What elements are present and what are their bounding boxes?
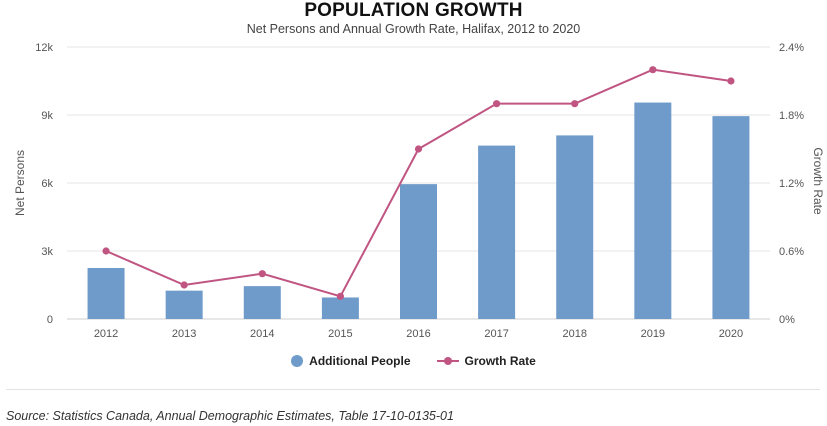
bar (165, 290, 203, 319)
growth-rate-point (180, 281, 188, 289)
x-tick-label: 2018 (562, 328, 586, 340)
chart-plot: 0 0% 3k 0.6% 6k 1.2% 9k 1.8% 12k 2.4% Net Persons G… (13, 42, 825, 340)
legend-line-swatch (436, 355, 459, 367)
source-note: Source: Statistics Canada, Annual Demogr… (6, 409, 454, 423)
legend-label-growth-rate: Growth Rate (464, 354, 536, 368)
y-tick-label-left: 0 (47, 314, 53, 326)
y-tick-label-right: 0% (779, 314, 795, 326)
growth-rate-point (258, 270, 266, 278)
y-tick-label-left: 9k (41, 110, 53, 122)
growth-rate-point (336, 292, 344, 300)
legend-item-growth-rate: Growth Rate (436, 354, 536, 368)
legend-item-additional-people: Additional People (291, 354, 411, 368)
footer-divider (6, 389, 820, 390)
x-tick-label: 2019 (641, 328, 665, 340)
legend-label-additional-people: Additional People (309, 354, 411, 368)
growth-rate-point (493, 100, 501, 108)
legend-bar-swatch (291, 355, 304, 367)
y-tick-label-left: 3k (41, 246, 53, 258)
bar (321, 297, 359, 319)
bar (243, 286, 281, 319)
bar (478, 145, 516, 319)
x-tick-label: 2016 (406, 328, 430, 340)
chart-legend: Additional People Growth Rate (0, 354, 827, 368)
y-tick-label-right: 2.4% (779, 42, 804, 54)
x-tick-label: 2014 (250, 328, 274, 340)
x-tick-label: 2015 (328, 328, 352, 340)
bar (712, 116, 750, 319)
bar (87, 268, 125, 319)
bar (634, 102, 672, 320)
chart-title: POPULATION GROWTH (304, 0, 523, 21)
y-tick-label-left: 12k (35, 42, 53, 54)
y-tick-label-right: 1.8% (779, 110, 804, 122)
growth-rate-point (727, 77, 735, 85)
growth-rate-point (414, 145, 423, 153)
y-tick-label-right: 0.6% (779, 246, 804, 258)
growth-rate-point (102, 247, 110, 255)
y-tick-label-left: 6k (41, 178, 53, 190)
y-axis-title-left: Net Persons (13, 150, 27, 216)
y-tick-label-right: 1.2% (779, 178, 804, 190)
bar (556, 135, 594, 319)
chart-subtitle: Net Persons and Annual Growth Rate, Hali… (246, 22, 581, 36)
x-tick-label: 2013 (172, 328, 196, 340)
growth-rate-point (571, 100, 579, 108)
x-tick-label: 2012 (94, 328, 118, 340)
y-axis-title-right: Growth Rate (811, 147, 825, 215)
x-tick-label: 2020 (719, 328, 743, 340)
bar (400, 184, 437, 319)
x-tick-label: 2017 (484, 328, 508, 340)
growth-rate-point (649, 66, 657, 74)
